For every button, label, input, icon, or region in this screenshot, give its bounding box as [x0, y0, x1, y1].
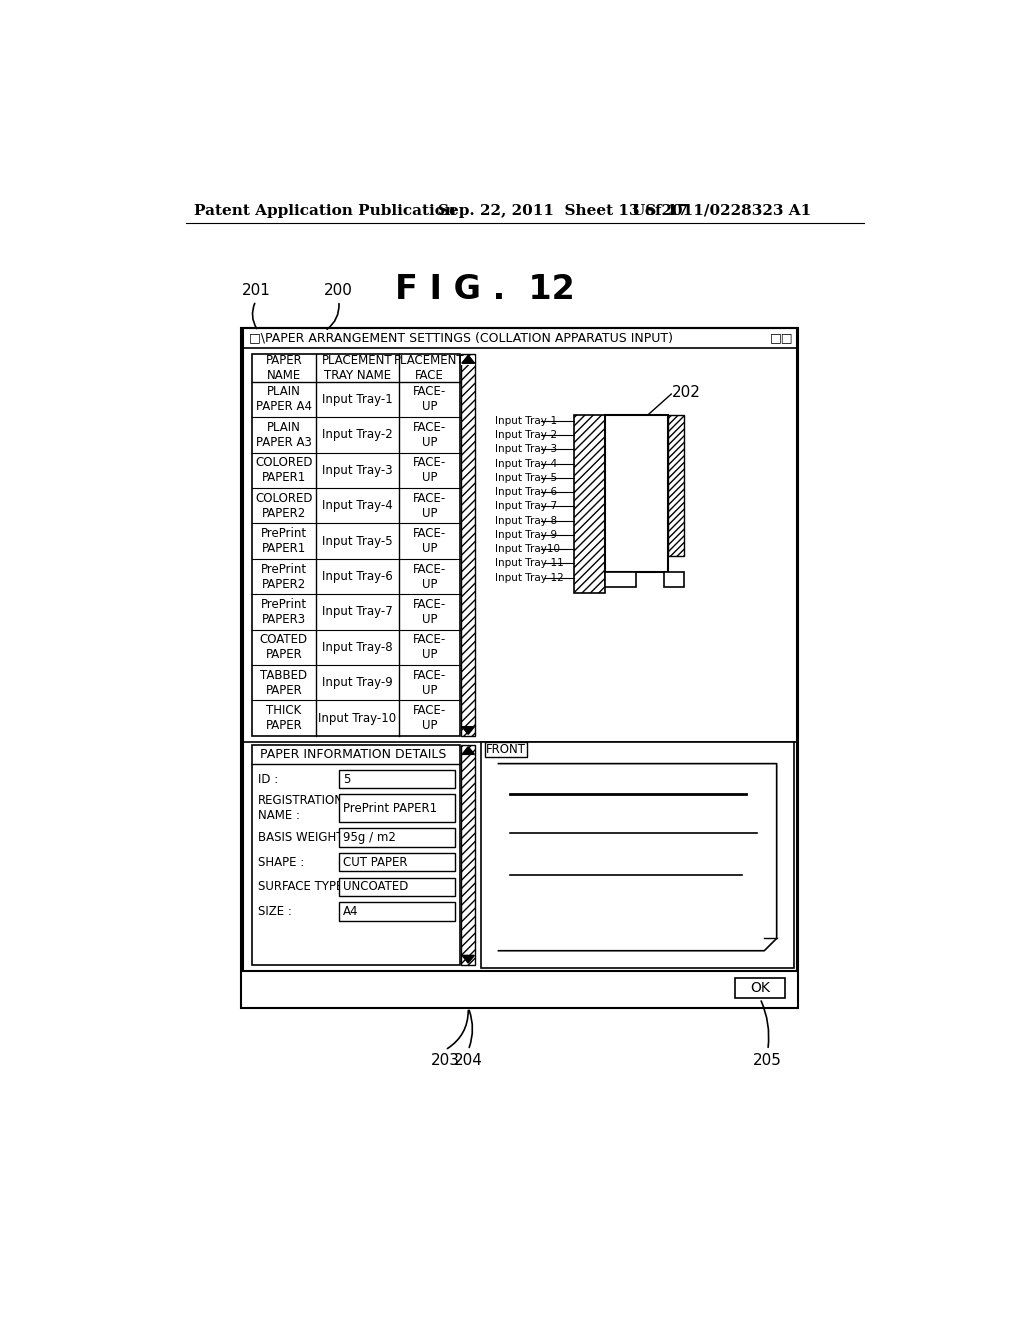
Polygon shape	[462, 956, 474, 964]
Text: TABBED
PAPER: TABBED PAPER	[260, 669, 307, 697]
Text: 200: 200	[325, 284, 353, 298]
Text: Input Tray-1: Input Tray-1	[322, 393, 393, 407]
Text: 204: 204	[454, 1053, 482, 1068]
Bar	[252, 354, 460, 737]
Text: FACE-
UP: FACE- UP	[413, 562, 446, 590]
Text: SIZE :: SIZE :	[258, 906, 292, 917]
Text: Input Tray-7: Input Tray-7	[322, 606, 393, 619]
Text: FACE-
UP: FACE- UP	[413, 457, 446, 484]
Text: Input Tray-3: Input Tray-3	[323, 463, 393, 477]
Text: BASIS WEIGHT :: BASIS WEIGHT :	[258, 832, 351, 843]
Text: 95g / m2: 95g / m2	[343, 832, 395, 843]
Text: PLACEMENT
FACE: PLACEMENT FACE	[394, 354, 465, 381]
Text: Input Tray-7: Input Tray-7	[495, 502, 557, 511]
Text: FACE-
UP: FACE- UP	[413, 527, 446, 556]
Text: 201: 201	[242, 284, 270, 298]
Bar	[243, 327, 797, 970]
Text: Input Tray-5: Input Tray-5	[323, 535, 393, 548]
Text: Input Tray-6: Input Tray-6	[495, 487, 557, 498]
Text: REGISTRATION
NAME :: REGISTRATION NAME :	[258, 795, 344, 822]
Text: PAPER INFORMATION DETAILS: PAPER INFORMATION DETAILS	[260, 748, 446, 760]
Bar	[339, 853, 455, 871]
Bar	[604, 414, 669, 572]
Text: FACE-
UP: FACE- UP	[413, 634, 446, 661]
Text: Input Tray-2: Input Tray-2	[495, 430, 557, 440]
Polygon shape	[462, 726, 474, 734]
Text: COLORED
PAPER1: COLORED PAPER1	[255, 457, 312, 484]
Text: 205: 205	[754, 1053, 782, 1068]
Text: Input Tray-2: Input Tray-2	[322, 428, 393, 441]
Text: Input Tray-5: Input Tray-5	[495, 473, 557, 483]
Bar	[573, 414, 604, 594]
Text: FRONT: FRONT	[485, 743, 525, 756]
Text: Input Tray-3: Input Tray-3	[495, 445, 557, 454]
Text: US 2011/0228323 A1: US 2011/0228323 A1	[632, 203, 811, 218]
Text: □□: □□	[770, 331, 793, 345]
Text: FACE-
UP: FACE- UP	[413, 704, 446, 733]
Bar	[339, 878, 455, 896]
Text: PLACEMENT
TRAY NAME: PLACEMENT TRAY NAME	[323, 354, 393, 381]
Text: Input Tray-4: Input Tray-4	[322, 499, 393, 512]
Text: PAPER
NAME: PAPER NAME	[265, 354, 302, 381]
Text: PrePrint PAPER1: PrePrint PAPER1	[343, 801, 437, 814]
Bar	[339, 795, 455, 822]
Text: PrePrint
PAPER2: PrePrint PAPER2	[261, 562, 307, 590]
Text: 202: 202	[672, 385, 700, 400]
Text: Input Tray-4: Input Tray-4	[495, 459, 557, 469]
Text: SURFACE TYPE :: SURFACE TYPE :	[258, 880, 351, 894]
Text: Input Tray-8: Input Tray-8	[495, 516, 557, 525]
Text: Input Tray-8: Input Tray-8	[323, 640, 393, 653]
Text: FACE-
UP: FACE- UP	[413, 421, 446, 449]
Text: UNCOATED: UNCOATED	[343, 880, 408, 894]
Text: PLAIN
PAPER A3: PLAIN PAPER A3	[256, 421, 311, 449]
Text: Sep. 22, 2011  Sheet 13 of 17: Sep. 22, 2011 Sheet 13 of 17	[438, 203, 688, 218]
Bar	[461, 744, 475, 965]
Bar	[461, 354, 475, 737]
Text: OK: OK	[750, 982, 770, 995]
Bar	[241, 327, 799, 1007]
Bar	[481, 742, 794, 968]
Text: Patent Application Publication: Patent Application Publication	[194, 203, 456, 218]
Bar	[484, 742, 527, 758]
Text: COLORED
PAPER2: COLORED PAPER2	[255, 491, 312, 520]
Bar	[604, 572, 636, 587]
Text: CUT PAPER: CUT PAPER	[343, 855, 408, 869]
Text: FACE-
UP: FACE- UP	[413, 385, 446, 413]
Text: Input Tray-6: Input Tray-6	[322, 570, 393, 583]
Bar	[339, 829, 455, 847]
Bar	[461, 355, 475, 364]
Bar	[669, 414, 684, 557]
Text: Input Tray-10: Input Tray-10	[318, 711, 396, 725]
Text: F I G .  12: F I G . 12	[395, 273, 575, 306]
Text: Input Tray10: Input Tray10	[495, 544, 559, 554]
Polygon shape	[462, 355, 474, 363]
Text: □\PAPER ARRANGEMENT SETTINGS (COLLATION APPARATUS INPUT): □\PAPER ARRANGEMENT SETTINGS (COLLATION …	[249, 331, 673, 345]
Text: A4: A4	[343, 906, 358, 917]
Text: Input Tray-11: Input Tray-11	[495, 558, 563, 569]
Text: 203: 203	[430, 1053, 460, 1068]
Text: Input Tray-9: Input Tray-9	[495, 529, 557, 540]
Text: PLAIN
PAPER A4: PLAIN PAPER A4	[256, 385, 311, 413]
Text: COATED
PAPER: COATED PAPER	[260, 634, 308, 661]
Text: PrePrint
PAPER1: PrePrint PAPER1	[261, 527, 307, 556]
Bar	[339, 903, 455, 921]
Bar	[252, 744, 460, 965]
Text: ID :: ID :	[258, 772, 279, 785]
Text: Input Tray-9: Input Tray-9	[322, 676, 393, 689]
Text: SHAPE :: SHAPE :	[258, 855, 304, 869]
Text: FACE-
UP: FACE- UP	[413, 598, 446, 626]
Text: FACE-
UP: FACE- UP	[413, 491, 446, 520]
Text: 5: 5	[343, 772, 350, 785]
Text: Input Tray-12: Input Tray-12	[495, 573, 563, 582]
Bar	[665, 572, 684, 587]
Text: Input Tray-1: Input Tray-1	[495, 416, 557, 426]
Polygon shape	[462, 355, 474, 363]
Polygon shape	[462, 747, 474, 755]
Text: FACE-
UP: FACE- UP	[413, 669, 446, 697]
Text: PrePrint
PAPER3: PrePrint PAPER3	[261, 598, 307, 626]
Text: THICK
PAPER: THICK PAPER	[265, 704, 302, 733]
Bar	[339, 770, 455, 788]
Bar	[735, 978, 785, 998]
